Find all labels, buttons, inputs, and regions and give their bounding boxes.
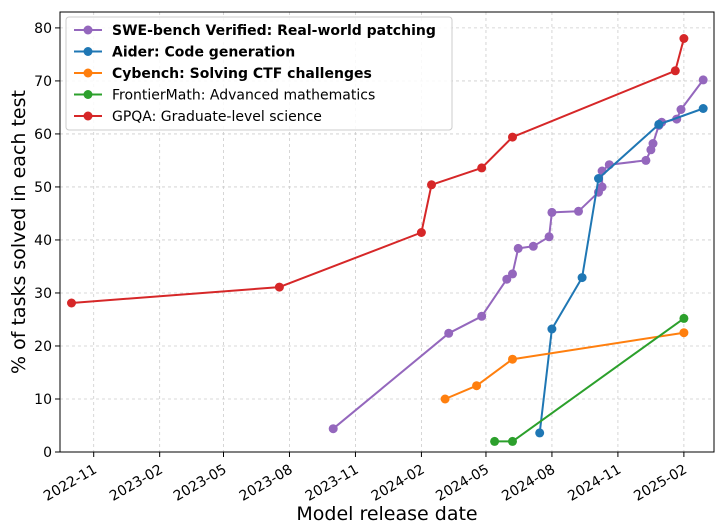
series-line: [538, 107, 704, 434]
data-point: [502, 274, 512, 284]
data-point: [679, 34, 689, 43]
data-point: [528, 241, 538, 251]
data-point: [508, 436, 517, 446]
data-point: [535, 428, 545, 438]
data-point: [328, 424, 338, 434]
plot-frame: [59, 11, 715, 453]
series-layer: [67, 34, 708, 446]
data-point: [513, 243, 523, 253]
data-point: [648, 139, 658, 148]
data-point: [477, 311, 487, 321]
legend: SWE-bench Verified: Real-world patching A…: [65, 16, 453, 131]
data-point: [444, 328, 454, 338]
y-tick-label: 50: [34, 180, 52, 196]
legend-marker: [83, 68, 93, 78]
y-tick-label: 0: [43, 445, 52, 461]
data-point: [547, 207, 557, 217]
data-point: [594, 174, 603, 183]
series-2: [440, 328, 689, 404]
data-point: [577, 273, 587, 283]
legend-label: FrontierMath: Advanced mathematics: [112, 88, 375, 104]
y-tick-label: 20: [34, 339, 52, 355]
legend-label: Aider: Code generation: [112, 45, 295, 61]
y-tick-label: 60: [34, 127, 52, 143]
series-1: [535, 104, 708, 438]
y-tick-label: 70: [34, 74, 52, 90]
data-point: [477, 163, 487, 173]
data-point: [654, 119, 664, 129]
legend-marker: [83, 111, 93, 121]
legend-marker: [83, 25, 93, 35]
legend-marker: [83, 47, 93, 56]
y-tick-label: 80: [34, 21, 52, 37]
series-line: [444, 331, 685, 400]
y-tick-label: 40: [34, 233, 52, 249]
data-point: [679, 328, 689, 338]
data-point: [544, 232, 554, 242]
data-point: [440, 394, 450, 404]
legend-item: SWE-bench Verified: Real-world patching: [74, 23, 436, 39]
legend-item: Cybench: Solving CTF challenges: [74, 66, 372, 82]
legend-item: Aider: Code generation: [74, 45, 295, 61]
data-point: [508, 354, 517, 364]
y-tick-label: 10: [34, 392, 52, 408]
y-tick-label: 30: [34, 286, 52, 302]
data-point: [67, 298, 76, 308]
legend-label: GPQA: Graduate-level science: [112, 109, 322, 125]
data-point: [698, 75, 708, 85]
data-point: [670, 66, 680, 76]
data-point: [490, 436, 500, 446]
data-point: [547, 324, 557, 334]
legend-label: SWE-bench Verified: Real-world patching: [112, 23, 436, 39]
legend-item: GPQA: Graduate-level science: [74, 109, 322, 125]
y-axis-label: % of tasks solved in each test: [8, 90, 30, 374]
legend-marker: [83, 90, 93, 99]
x-axis-label: Model release date: [296, 503, 477, 525]
series-3: [490, 313, 689, 446]
series-line: [71, 38, 685, 304]
legend-item: FrontierMath: Advanced mathematics: [74, 88, 375, 104]
legend-label: Cybench: Solving CTF challenges: [112, 66, 372, 82]
data-point: [508, 269, 517, 279]
data-point: [508, 132, 517, 142]
data-point: [427, 180, 436, 190]
data-point: [574, 206, 583, 216]
data-point: [274, 282, 284, 292]
legend-box: [65, 16, 453, 131]
data-point: [679, 313, 689, 323]
data-point: [676, 105, 686, 114]
series-4: [67, 34, 689, 308]
data-point: [416, 228, 426, 237]
data-point: [698, 104, 708, 113]
data-point: [597, 182, 607, 192]
data-point: [641, 155, 651, 165]
data-point: [472, 381, 482, 391]
